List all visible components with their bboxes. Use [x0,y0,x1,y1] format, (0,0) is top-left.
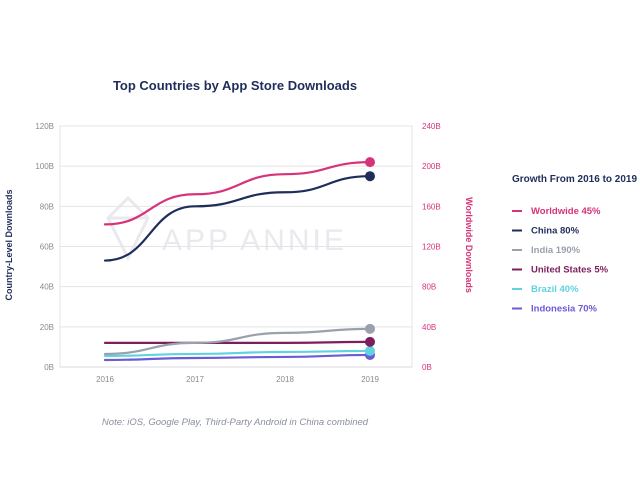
x-tick-label: 2018 [276,375,294,384]
series-lines [103,161,372,362]
series-end-marker [365,157,375,168]
x-tick-label: 2017 [186,375,204,384]
legend-label: United States 5% [531,265,609,276]
legend-label: India 190% [531,245,581,256]
legend-label: China 80% [531,226,580,237]
diamond-logo-icon [106,195,150,262]
y-tick-label: 40B [40,283,54,292]
y2-axis-label: Worldwide Downloads [464,197,474,293]
legend: Worldwide 45% China 80% India 190% United S… [512,206,609,315]
series-end-marker [365,171,375,182]
series-line [103,327,372,356]
series-end-marker [365,336,375,347]
series-end-marker [365,323,375,334]
grid-lines [59,125,413,368]
y-tick-label: 100B [35,162,54,171]
series-line [103,161,372,226]
footnote: Note: iOS, Google Play, Third-Party Andr… [102,417,369,428]
y2-axis-ticks: 0B 40B 80B 120B 160B 200B 240B [422,122,441,372]
series-line [103,353,372,362]
x-tick-label: 2019 [361,375,379,384]
y-tick-label: 60B [40,243,54,252]
y2-tick-label: 120B [422,243,441,252]
series-line [103,349,372,358]
watermark-text: APP ANNIE [162,224,347,257]
y2-tick-label: 0B [422,363,432,372]
y-axis-ticks: 0B 20B 40B 60B 80B 100B 120B [35,122,54,372]
legend-title: Growth From 2016 to 2019 [512,174,637,185]
y2-tick-label: 80B [422,283,436,292]
y2-tick-label: 40B [422,323,436,332]
y2-tick-label: 200B [422,162,441,171]
x-axis-ticks: 2016 2017 2018 2019 [96,375,379,384]
y2-tick-label: 160B [422,202,441,211]
y-tick-label: 20B [40,323,54,332]
legend-label: Brazil 40% [531,284,579,295]
chart-title: Top Countries by App Store Downloads [113,78,357,93]
y-tick-label: 120B [35,122,54,131]
app-annie-watermark: APP ANNIE [106,195,347,262]
series-line [103,340,372,345]
y-tick-label: 0B [44,363,54,372]
x-tick-label: 2016 [96,375,114,384]
y-tick-label: 80B [40,202,54,211]
legend-label: Indonesia 70% [531,304,598,315]
series-line [103,175,372,262]
y2-tick-label: 240B [422,122,441,131]
y-axis-label: Country-Level Downloads [4,189,14,300]
series-end-marker [365,345,375,356]
legend-label: Worldwide 45% [531,206,601,217]
series-end-markers [365,157,375,360]
